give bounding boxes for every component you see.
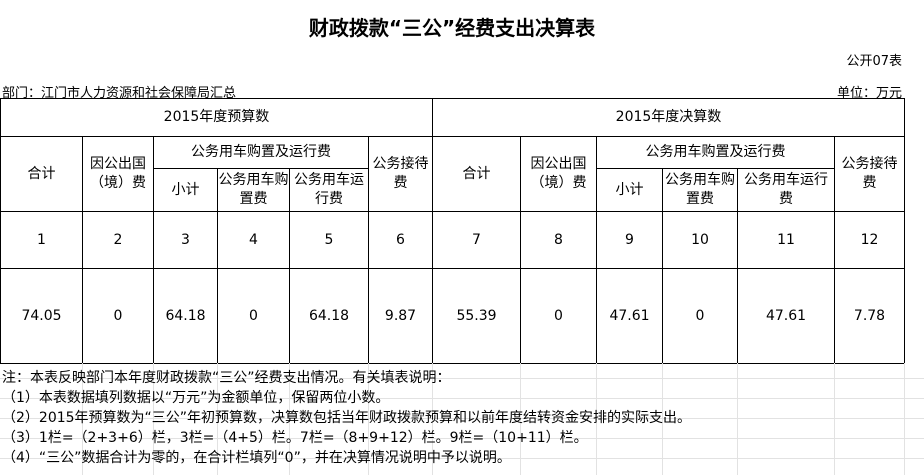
page-title: 财政拨款“三公”经费支出决算表 — [308, 16, 596, 40]
header-subtotal: 小计 — [596, 168, 663, 212]
column-number: 4 — [217, 211, 290, 269]
column-number-row: 1 2 3 4 5 6 7 8 9 10 11 12 — [0, 211, 905, 269]
column-number: 10 — [662, 211, 738, 269]
department-label: 部门：江门市人力资源和社会保障局汇总 — [2, 86, 237, 101]
value-cell: 47.61 — [596, 268, 663, 364]
gridline — [737, 363, 738, 475]
column-number: 12 — [834, 211, 905, 269]
header-car-operation: 公务用车运行费 — [289, 168, 369, 212]
gridline — [217, 363, 218, 475]
note-line: （4）“三公”数据合计为零的，在合计栏填列“0”，并在决算情况说明中予以说明。 — [2, 450, 511, 466]
value-cell: 9.87 — [368, 268, 433, 364]
final-group-header: 2015年度决算数 — [432, 98, 905, 137]
gridline — [82, 363, 83, 475]
column-number: 11 — [737, 211, 835, 269]
gridline — [662, 363, 663, 475]
value-cell: 0 — [662, 268, 738, 364]
header-subtotal: 小计 — [153, 168, 218, 212]
header-car-group: 公务用车购置及运行费 — [153, 136, 369, 169]
header-abroad: 因公出国（境）费 — [520, 136, 597, 212]
column-number: 5 — [289, 211, 369, 269]
column-number: 8 — [520, 211, 597, 269]
gridline — [368, 363, 369, 475]
header-car-group: 公务用车购置及运行费 — [596, 136, 835, 169]
gridline — [153, 363, 154, 475]
column-number: 3 — [153, 211, 218, 269]
value-cell: 0 — [217, 268, 290, 364]
value-cell: 47.61 — [737, 268, 835, 364]
header-total: 合计 — [0, 136, 83, 212]
column-number: 9 — [596, 211, 663, 269]
form-code: 公开07表 — [846, 54, 902, 69]
gridline — [289, 363, 290, 475]
note-line: （1）本表数据填列数据以“万元”为金额单位，保留两位小数。 — [2, 390, 390, 406]
value-cell: 64.18 — [289, 268, 369, 364]
gridline — [904, 363, 905, 475]
value-cell: 74.05 — [0, 268, 83, 364]
gridline — [432, 363, 433, 475]
value-cell: 7.78 — [834, 268, 905, 364]
header-reception: 公务接待费 — [368, 136, 433, 212]
gridline — [596, 363, 597, 475]
value-cell: 0 — [82, 268, 154, 364]
header-car-operation: 公务用车运行费 — [737, 168, 835, 212]
header-total: 合计 — [432, 136, 521, 212]
note-line: （2）2015年预算数为“三公”年初预算数，决算数包括当年财政拨款预算和以前年度… — [2, 410, 692, 426]
note-line: 注：本表反映部门本年度财政拨款“三公”经费支出情况。有关填表说明： — [2, 370, 451, 386]
value-cell: 64.18 — [153, 268, 218, 364]
header-reception: 公务接待费 — [834, 136, 905, 212]
column-number: 7 — [432, 211, 521, 269]
value-cell: 55.39 — [432, 268, 521, 364]
budget-group-header: 2015年度预算数 — [0, 98, 433, 137]
column-number: 2 — [82, 211, 154, 269]
column-number: 6 — [368, 211, 433, 269]
header-car-purchase: 公务用车购置费 — [662, 168, 738, 212]
unit-label: 单位：万元 — [836, 86, 902, 101]
gridline — [520, 363, 521, 475]
header-car-purchase: 公务用车购置费 — [217, 168, 290, 212]
table-row: 74.05 0 64.18 0 64.18 9.87 55.39 0 47.61 0 47.61 7.… — [0, 268, 905, 364]
sheet-gridlines — [0, 363, 924, 475]
header-abroad: 因公出国（境）费 — [82, 136, 154, 212]
value-cell: 0 — [520, 268, 597, 364]
column-number: 1 — [0, 211, 83, 269]
note-line: （3）1栏=（2+3+6）栏，3栏=（4+5）栏。7栏=（8+9+12）栏。9栏… — [2, 430, 588, 446]
gridline — [834, 363, 835, 475]
expense-table: 2015年度预算数 2015年度决算数 合计 因公出国（境）费 公务用车购置及运… — [0, 98, 905, 364]
